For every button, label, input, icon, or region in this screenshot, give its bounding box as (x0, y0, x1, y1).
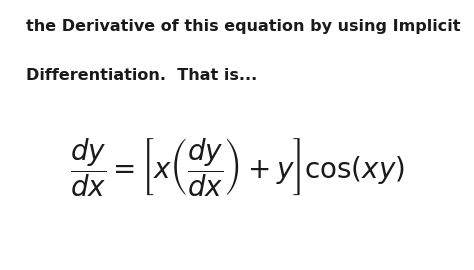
Text: Differentiation.  That is...: Differentiation. That is... (26, 68, 257, 83)
Text: the Derivative of this equation by using Implicit: the Derivative of this equation by using… (26, 19, 461, 34)
Text: $\dfrac{dy}{dx} = \left[ x\left(\dfrac{dy}{dx}\right) + y \right] \cos(xy)$: $\dfrac{dy}{dx} = \left[ x\left(\dfrac{d… (70, 136, 404, 199)
